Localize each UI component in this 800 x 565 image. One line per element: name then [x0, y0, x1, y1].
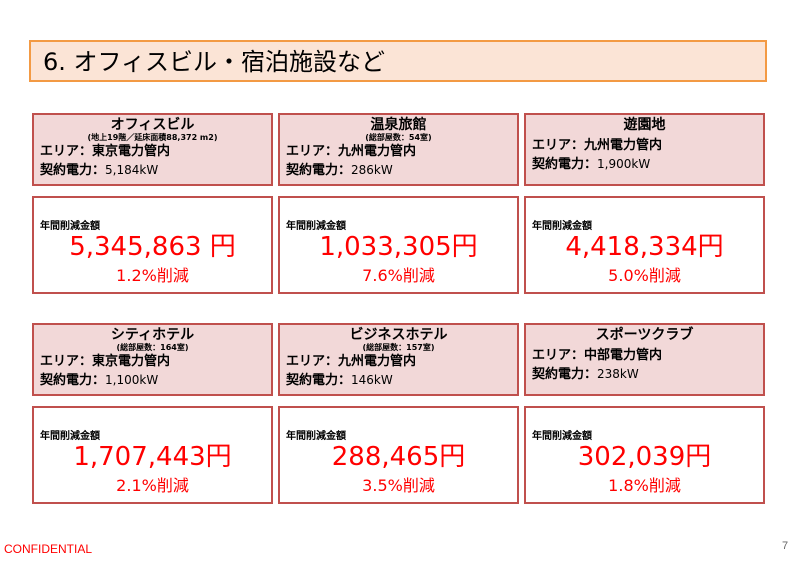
facility-savings-hot-spring-inn: 年間削減金額 1,033,305円 7.6%削減 [278, 196, 519, 294]
facility-power: 契約電力：286kW [286, 162, 393, 179]
savings-amount: 4,418,334円 [565, 232, 724, 262]
confidential-label: CONFIDENTIAL [4, 542, 93, 556]
power-value: 5,184kW [105, 163, 159, 177]
page-number: 7 [782, 540, 789, 552]
power-label: 契約電力： [532, 367, 598, 382]
savings-percent: 2.1%削減 [116, 476, 189, 495]
area-value: 中部電力管内 [584, 348, 663, 363]
facility-area: エリア：九州電力管内 [286, 143, 416, 160]
facility-area: エリア：九州電力管内 [532, 137, 662, 154]
facility-detail: (総部屋数：157室) [362, 343, 435, 352]
area-label: エリア： [286, 144, 339, 159]
facility-area: エリア：東京電力管内 [40, 353, 170, 370]
savings-amount: 1,707,443円 [73, 442, 232, 472]
power-label: 契約電力： [286, 373, 352, 388]
savings-label: 年間削減金額 [532, 221, 592, 232]
area-value: 九州電力管内 [584, 138, 663, 153]
facility-savings-city-hotel: 年間削減金額 1,707,443円 2.1%削減 [32, 406, 273, 504]
area-value: 九州電力管内 [338, 354, 417, 369]
facility-power: 契約電力：1,900kW [532, 156, 650, 173]
facility-area: エリア：中部電力管内 [532, 347, 662, 364]
power-label: 契約電力： [532, 157, 598, 172]
facility-detail: (総部屋数：164室) [116, 343, 189, 352]
savings-amount: 1,033,305円 [319, 232, 478, 262]
facility-area: エリア：九州電力管内 [286, 353, 416, 370]
facility-header-amusement-park: 遊園地 エリア：九州電力管内 契約電力：1,900kW [524, 113, 765, 186]
savings-label: 年間削減金額 [532, 431, 592, 442]
facility-header-sports-club: スポーツクラブ エリア：中部電力管内 契約電力：238kW [524, 323, 765, 396]
facility-detail: (総部屋数：54室) [365, 133, 432, 142]
facility-header-business-hotel: ビジネスホテル (総部屋数：157室) エリア：九州電力管内 契約電力：146k… [278, 323, 519, 396]
facility-power: 契約電力：238kW [532, 366, 639, 383]
facility-name: スポーツクラブ [595, 327, 694, 343]
facility-name: 遊園地 [623, 117, 666, 133]
facility-savings-business-hotel: 年間削減金額 288,465円 3.5%削減 [278, 406, 519, 504]
facility-area: エリア：東京電力管内 [40, 143, 170, 160]
facility-name: ビジネスホテル [349, 327, 448, 343]
area-label: エリア： [40, 144, 93, 159]
facility-header-city-hotel: シティホテル (総部屋数：164室) エリア：東京電力管内 契約電力：1,100… [32, 323, 273, 396]
power-label: 契約電力： [40, 373, 106, 388]
facility-header-hot-spring-inn: 温泉旅館 (総部屋数：54室) エリア：九州電力管内 契約電力：286kW [278, 113, 519, 186]
facility-name: 温泉旅館 [370, 117, 427, 133]
facility-name: オフィスビル [110, 117, 195, 133]
savings-label: 年間削減金額 [40, 431, 100, 442]
facility-savings-office-building: 年間削減金額 5,345,863 円 1.2%削減 [32, 196, 273, 294]
power-value: 1,100kW [105, 373, 159, 387]
power-value: 286kW [351, 163, 393, 177]
slide-title-box: 6. オフィスビル・宿泊施設など [29, 40, 767, 82]
facility-power: 契約電力：1,100kW [40, 372, 158, 389]
facility-name: シティホテル [110, 327, 195, 343]
facility-power: 契約電力：146kW [286, 372, 393, 389]
savings-percent: 1.2%削減 [116, 266, 189, 285]
savings-amount: 302,039円 [577, 442, 712, 472]
savings-percent: 3.5%削減 [362, 476, 435, 495]
area-label: エリア： [40, 354, 93, 369]
savings-label: 年間削減金額 [286, 221, 346, 232]
area-label: エリア： [532, 138, 585, 153]
power-label: 契約電力： [40, 163, 106, 178]
power-value: 146kW [351, 373, 393, 387]
area-value: 東京電力管内 [92, 354, 171, 369]
area-value: 東京電力管内 [92, 144, 171, 159]
facility-detail: (地上19階／延床面積88,372 m2) [87, 133, 218, 142]
savings-percent: 7.6%削減 [362, 266, 435, 285]
facility-power: 契約電力：5,184kW [40, 162, 158, 179]
facility-savings-amusement-park: 年間削減金額 4,418,334円 5.0%削減 [524, 196, 765, 294]
area-label: エリア： [286, 354, 339, 369]
area-label: エリア： [532, 348, 585, 363]
facility-header-office-building: オフィスビル (地上19階／延床面積88,372 m2) エリア：東京電力管内 … [32, 113, 273, 186]
power-value: 238kW [597, 367, 639, 381]
savings-amount: 5,345,863 円 [69, 232, 236, 262]
facility-savings-sports-club: 年間削減金額 302,039円 1.8%削減 [524, 406, 765, 504]
savings-label: 年間削減金額 [40, 221, 100, 232]
savings-label: 年間削減金額 [286, 431, 346, 442]
savings-percent: 5.0%削減 [608, 266, 681, 285]
slide-title: 6. オフィスビル・宿泊施設など [43, 48, 386, 76]
power-label: 契約電力： [286, 163, 352, 178]
savings-percent: 1.8%削減 [608, 476, 681, 495]
power-value: 1,900kW [597, 157, 651, 171]
savings-amount: 288,465円 [331, 442, 466, 472]
area-value: 九州電力管内 [338, 144, 417, 159]
